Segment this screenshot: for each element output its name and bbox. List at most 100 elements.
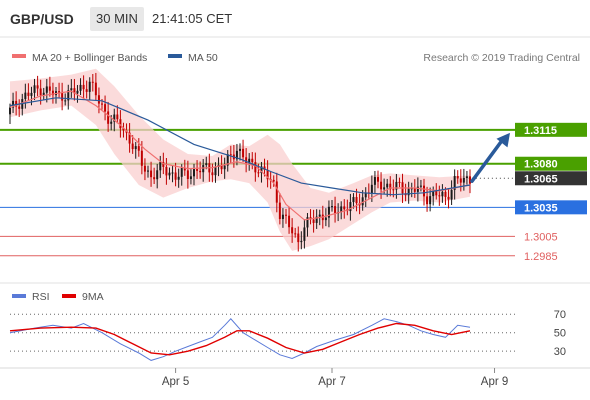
candle-body: [48, 86, 51, 91]
candle-body: [285, 214, 287, 216]
x-tick-label: Apr 7: [318, 376, 346, 388]
candle-body: [137, 146, 140, 151]
candle-body: [147, 170, 149, 172]
candle-body: [30, 92, 33, 96]
candle-body: [245, 157, 248, 164]
forecast-arrow: [470, 132, 510, 183]
candle-body: [214, 166, 217, 176]
candle-body: [122, 128, 125, 131]
candle-body: [153, 177, 156, 180]
candle-body: [462, 177, 465, 183]
copyright-text: Research © 2019 Trading Central: [423, 52, 580, 64]
rsi-lines: [9, 318, 471, 361]
moving-averages: [9, 90, 471, 221]
candle-body: [327, 206, 330, 218]
x-axis-ticks: Apr 5 Apr 7 Apr 9: [162, 368, 508, 388]
candle-body: [441, 191, 444, 197]
candle-body: [423, 185, 425, 197]
candle-body: [294, 233, 297, 235]
candle-body: [101, 103, 103, 105]
ma50-legend-swatch: [168, 54, 182, 58]
candle-body: [349, 202, 352, 212]
candle-body: [288, 215, 291, 228]
rsi-ma-line: [9, 322, 471, 356]
candle-body: [429, 196, 432, 205]
candle-body: [205, 163, 208, 166]
candle-body: [107, 111, 110, 124]
forecast-arrow-shaft: [470, 136, 506, 183]
candle-body: [183, 168, 186, 171]
candle-body: [398, 181, 401, 183]
candle-body: [165, 166, 168, 176]
candle-body: [340, 206, 343, 213]
candle-body: [370, 184, 373, 194]
rsi-line: [9, 318, 471, 361]
rsi-y-ticks: 70 50 30: [554, 309, 566, 358]
ma20-legend-swatch: [12, 54, 26, 58]
candle-body: [150, 170, 153, 178]
candle-body: [140, 150, 143, 166]
candle-body: [251, 158, 254, 163]
candle-body: [131, 143, 134, 150]
candle-body: [416, 186, 419, 192]
level-label-support: 1.3005: [524, 231, 558, 243]
candle-body: [419, 185, 422, 187]
candle-body: [79, 84, 82, 91]
candle-body: [275, 181, 278, 203]
rsi-tick-label: 50: [554, 328, 566, 340]
candle-body: [199, 170, 202, 173]
candle-body: [263, 166, 266, 170]
candle-body: [110, 121, 113, 124]
candle-body: [162, 162, 165, 167]
candle-body: [456, 176, 459, 179]
candle-body: [386, 183, 389, 188]
level-label-resistance: 1.3115: [524, 125, 557, 137]
candle-body: [239, 148, 241, 151]
candle-body: [82, 84, 85, 90]
candle-body: [343, 206, 346, 210]
rsi-ma-legend-label: 9MA: [82, 291, 104, 303]
candle-body: [12, 100, 15, 108]
candle-body: [352, 197, 355, 203]
candle-body: [174, 172, 177, 180]
candle-body: [85, 89, 88, 92]
candle-body: [453, 176, 456, 190]
candle-body: [226, 154, 229, 166]
candle-body: [51, 90, 54, 96]
candle-body: [450, 189, 453, 200]
candle-body: [459, 178, 462, 183]
candle-body: [58, 91, 61, 93]
candle-body: [260, 166, 263, 174]
candle-body: [303, 227, 306, 241]
candle-body: [24, 92, 27, 100]
candle-body: [128, 132, 131, 144]
candle-body: [15, 100, 18, 107]
candle-body: [392, 189, 395, 191]
candle-body: [220, 164, 223, 170]
candle-body: [177, 176, 180, 180]
candle-body: [364, 192, 367, 198]
candle-body: [64, 100, 67, 102]
candle-body: [331, 206, 333, 208]
candle-body: [159, 162, 162, 171]
rsi-ma-legend-swatch: [62, 294, 76, 298]
candle-body: [36, 85, 39, 89]
level-label-box: [515, 171, 587, 186]
candle-body: [312, 219, 315, 223]
interval-badge[interactable]: 30 MIN: [90, 7, 144, 31]
candle-body: [42, 92, 45, 96]
candle-body: [156, 170, 159, 180]
candle-body: [94, 82, 97, 96]
symbol-title: GBP/USD: [10, 11, 74, 27]
candle-body: [45, 86, 48, 93]
candle-body: [291, 227, 294, 234]
x-tick-label: Apr 5: [162, 376, 190, 388]
candle-body: [324, 217, 327, 221]
candle-body: [116, 114, 119, 120]
candle-body: [444, 191, 447, 197]
candle-body: [300, 240, 303, 243]
candle-body: [380, 181, 383, 190]
candle-body: [266, 169, 269, 180]
ma20-legend-label: MA 20 + Bollinger Bands: [32, 52, 147, 64]
